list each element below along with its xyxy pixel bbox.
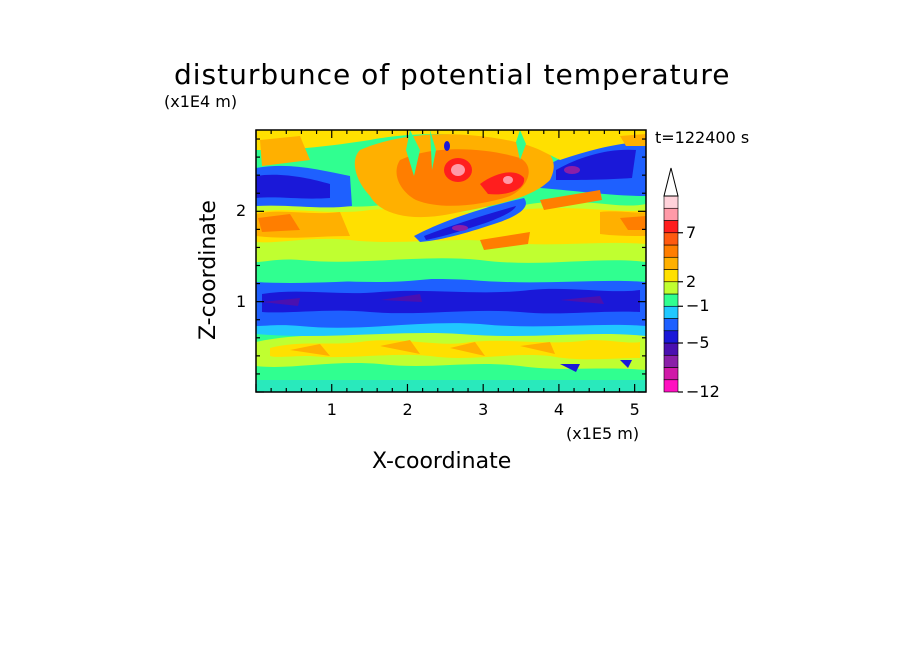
time-label: t=122400 s [655,128,750,147]
y-tick-label: 2 [236,201,247,221]
colorbar-extend-arrow [663,167,679,197]
x-axis-unit: (x1E5 m) [566,424,640,443]
colorbar-swatch [663,367,679,381]
colorbar-swatch [663,379,679,393]
colorbar-swatch [663,256,679,270]
colorbar [663,167,683,393]
x-tick-label: 5 [629,400,640,419]
x-tick-label: 4 [553,400,565,419]
colorbar-tick-label: 2 [686,271,697,291]
colorbar-swatch [663,354,679,368]
colorbar-swatch [663,318,679,332]
x-tick-label: 2 [402,400,413,419]
chart-title: disturbunce of potential temperature [174,58,731,91]
colorbar-swatch [663,232,679,246]
colorbar-swatch [663,293,679,307]
plot-frame [255,129,647,393]
x-axis-label: X-coordinate [372,449,512,474]
colorbar-swatch [663,269,679,283]
contour-field [256,130,646,392]
colorbar-tick-label: −1 [686,296,710,316]
colorbar-swatch [663,281,679,295]
colorbar-swatch [663,330,679,344]
y-axis-unit: (x1E4 m) [164,92,238,111]
warm-core-right [480,172,525,195]
band-top-yellow [256,130,646,160]
colorbar-swatch [663,220,679,234]
band-blue-core [262,288,640,314]
colorbar-tick-label: −12 [686,382,720,401]
x-tick-label: 3 [478,400,489,419]
colorbar-swatch [663,342,679,356]
colorbar-swatch [663,244,679,258]
colorbar-tick-label: 7 [686,222,697,242]
colorbar-swatch [663,195,679,209]
x-tick-label: 1 [326,400,337,419]
colorbar-tick-label: −5 [686,333,710,352]
colorbar-swatch [663,305,679,319]
band-mid-green [256,256,646,283]
y-tick-label: 1 [236,291,247,311]
axis-ticks [255,130,646,393]
colorbar-swatch [663,207,679,221]
